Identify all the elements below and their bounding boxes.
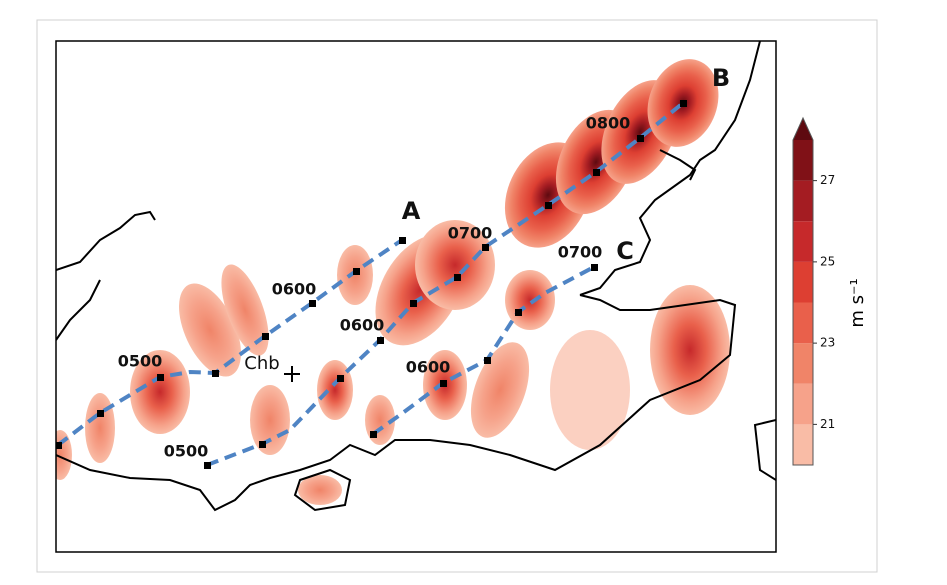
- map-frame: [55, 40, 777, 553]
- colorbar-band: [793, 343, 813, 384]
- site-marker: [284, 366, 300, 382]
- map-area: [56, 41, 776, 512]
- colorbar-extension: [793, 118, 813, 140]
- time-label: 0500: [164, 442, 209, 461]
- wind-contours: [56, 59, 730, 505]
- colorbar-band: [793, 261, 813, 303]
- time-label: 0800: [586, 114, 631, 133]
- storm-tracks: [56, 100, 687, 469]
- colorbar-band: [793, 383, 813, 425]
- colorbar-band: [793, 302, 813, 344]
- colorbar-tick-label: 21: [820, 417, 835, 431]
- colorbar-band: [793, 180, 813, 222]
- colorbar-outline: [792, 116, 814, 466]
- time-label: 0600: [340, 316, 385, 335]
- time-label: 0600: [406, 358, 451, 377]
- track-label: B: [712, 64, 730, 92]
- colorbar-band: [793, 140, 813, 181]
- time-label: 0700: [558, 243, 603, 262]
- site-label: Chb: [244, 353, 279, 374]
- colorbar-band: [793, 221, 813, 262]
- figure-border: [36, 19, 878, 573]
- colorbar-tick-label: 25: [820, 254, 835, 268]
- colorbar-units: m s⁻¹: [847, 278, 868, 327]
- time-label: 0700: [448, 224, 493, 243]
- track-label: A: [402, 197, 421, 225]
- time-label: 0600: [272, 280, 317, 299]
- colorbar: 21 23 25 27: [792, 116, 835, 466]
- coastline: [56, 41, 776, 512]
- time-label: 0500: [118, 352, 163, 371]
- track-label: C: [616, 237, 634, 265]
- colorbar-tick-label: 27: [820, 173, 835, 187]
- colorbar-band: [793, 424, 813, 465]
- colorbar-tick-label: 23: [820, 336, 835, 350]
